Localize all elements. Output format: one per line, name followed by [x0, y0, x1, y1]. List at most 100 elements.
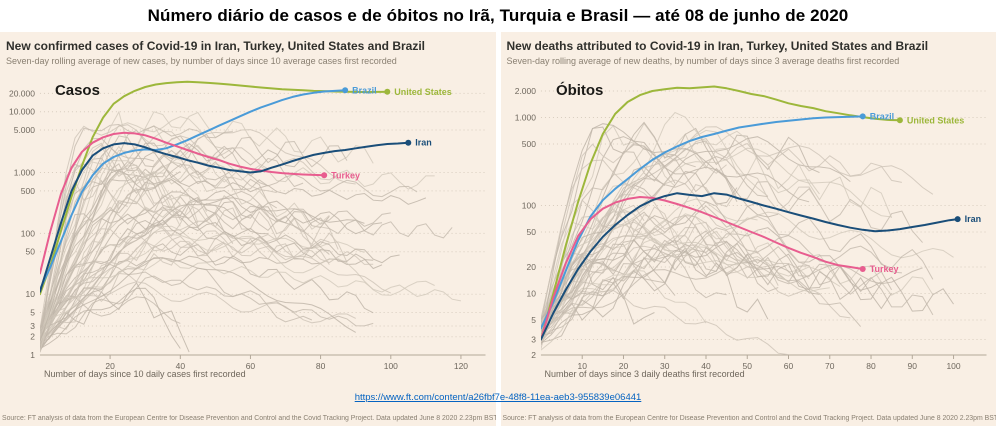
background-country-line: [39, 240, 374, 333]
chart-title-deaths: New deaths attributed to Covid-19 in Ira…: [506, 39, 929, 53]
series-label-united-states: United States: [394, 87, 451, 97]
background-country-line: [540, 122, 892, 327]
x-tick-label: 30: [660, 361, 670, 371]
chart-title-cases: New confirmed cases of Covid-19 in Iran,…: [6, 39, 425, 53]
endpoint-dot-iran: [405, 139, 412, 146]
background-country-line: [39, 179, 339, 336]
y-tick-label: 5: [30, 307, 35, 317]
background-country-line: [39, 191, 269, 331]
background-country-line: [540, 242, 954, 343]
series-line-turkey: [39, 131, 326, 275]
background-country-line: [39, 203, 391, 345]
y-tick-label: 50: [526, 227, 536, 237]
background-country-line: [540, 289, 789, 356]
background-country-line: [39, 224, 330, 351]
x-axis-title-cases: Number of days since 10 daily cases firs…: [44, 369, 246, 379]
background-country-line: [39, 125, 243, 344]
background-country-line: [540, 111, 820, 343]
x-tick-label: 120: [454, 361, 468, 371]
x-tick-label: 70: [825, 361, 835, 371]
series-label-turkey: Turkey: [869, 264, 898, 274]
chart-subtitle-cases: Seven-day rolling average of new cases, …: [6, 56, 397, 66]
y-tick-label: 1.000: [14, 167, 36, 177]
series-label-iran: Iran: [964, 214, 980, 224]
x-tick-label: 90: [907, 361, 917, 371]
series-label-brazil: Brazil: [352, 85, 376, 95]
endpoint-dot-united-states: [384, 88, 391, 95]
x-tick-label: 20: [618, 361, 628, 371]
background-country-line: [39, 169, 208, 337]
background-country-line: [39, 129, 304, 331]
source-note-cases: Source: FT analysis of data from the Eur…: [2, 415, 496, 422]
y-tick-label: 100: [521, 200, 535, 210]
endpoint-dot-turkey: [321, 172, 328, 179]
y-tick-label: 500: [21, 186, 35, 196]
x-tick-label: 60: [783, 361, 793, 371]
y-tick-label: 5: [531, 315, 536, 325]
source-note-deaths: Source: FT analysis of data from the Eur…: [502, 415, 996, 422]
background-country-line: [39, 197, 365, 351]
background-country-line: [39, 257, 462, 330]
endpoint-dot-iran: [954, 216, 961, 223]
series-line-turkey: [540, 196, 864, 341]
background-country-line: [39, 281, 356, 339]
background-country-line: [39, 165, 330, 337]
background-country-line: [39, 295, 181, 347]
y-tick-label: 10: [26, 289, 36, 299]
x-tick-label: 40: [701, 361, 711, 371]
plot-area: [39, 80, 462, 353]
y-tick-label: 20: [526, 262, 536, 272]
series-line-iran: [540, 192, 959, 341]
chart-overlay-label: Óbitos: [555, 81, 602, 99]
x-tick-label: 20: [105, 361, 115, 371]
y-tick-label: 3: [531, 334, 536, 344]
x-tick-label: 100: [946, 361, 960, 371]
series-line-brazil: [39, 89, 347, 291]
background-country-line: [540, 159, 665, 320]
y-tick-label: 2: [531, 350, 536, 360]
background-country-line: [540, 227, 902, 334]
x-tick-label: 50: [742, 361, 752, 371]
series-label-iran: Iran: [415, 138, 431, 148]
background-country-line: [39, 135, 207, 339]
plot-area: [540, 85, 959, 356]
background-country-line: [39, 161, 435, 337]
background-country-line: [39, 130, 277, 338]
background-country-line: [39, 257, 356, 348]
background-country-line: [540, 201, 882, 326]
y-tick-label: 50: [26, 247, 36, 257]
endpoint-dot-brazil: [342, 87, 349, 94]
background-country-line: [540, 147, 892, 326]
background-country-line: [540, 151, 923, 329]
background-country-line: [39, 216, 400, 333]
series-label-turkey: Turkey: [331, 170, 360, 180]
background-country-line: [540, 142, 727, 319]
series-line-united-states: [540, 85, 901, 341]
background-country-line: [540, 238, 675, 351]
series-line-brazil: [540, 115, 864, 330]
series-line-iran: [39, 141, 410, 293]
background-country-line: [540, 238, 892, 320]
endpoint-dot-brazil: [859, 113, 866, 120]
y-tick-label: 100: [21, 228, 35, 238]
background-country-line: [39, 196, 330, 330]
series-label-united-states: United States: [906, 115, 963, 125]
background-country-line: [39, 287, 181, 350]
chart-subtitle-deaths: Seven-day rolling average of new deaths,…: [506, 56, 900, 66]
background-country-line: [540, 261, 923, 333]
y-tick-label: 1: [30, 350, 35, 360]
ft-article-link[interactable]: https://www.ft.com/content/a26fbf7e-48f8…: [354, 392, 642, 403]
background-country-line: [39, 213, 383, 353]
panel-deaths: New deaths attributed to Covid-19 in Ira…: [500, 32, 996, 426]
x-tick-label: 60: [246, 361, 256, 371]
x-tick-label: 40: [176, 361, 186, 371]
background-country-line: [39, 197, 190, 339]
page-title: Número diário de casos e de óbitos no Ir…: [0, 0, 996, 32]
background-country-line: [39, 206, 453, 333]
background-country-line: [39, 263, 374, 345]
x-axis-title-deaths: Number of days since 3 daily deaths firs…: [544, 369, 745, 379]
y-tick-label: 3: [30, 321, 35, 331]
y-tick-label: 500: [521, 139, 535, 149]
background-country-line: [540, 173, 820, 329]
